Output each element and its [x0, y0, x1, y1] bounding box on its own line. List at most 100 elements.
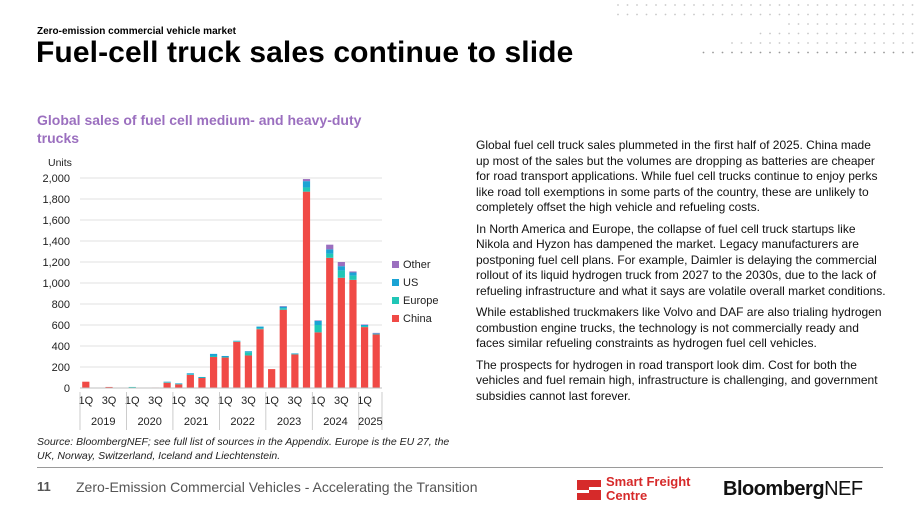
y-tick-label: 1,600	[42, 215, 70, 227]
smart-freight-centre-logo-icon	[577, 480, 601, 500]
bar-other	[326, 244, 334, 250]
brand-logo-bold: Bloomberg	[723, 478, 825, 500]
bar-us	[221, 355, 229, 358]
bar-china	[233, 341, 241, 388]
brand-logo-thin: NEF	[824, 478, 863, 500]
y-tick-label: 600	[52, 320, 70, 332]
y-tick-label: 200	[52, 362, 70, 374]
y-tick-label: 1,400	[42, 236, 70, 248]
bar-us	[349, 272, 357, 276]
bar-europe	[326, 253, 334, 258]
bar-europe	[209, 355, 218, 358]
legend-swatch-other	[392, 261, 399, 268]
chart-title: Global sales of fuel cell medium- and he…	[37, 112, 362, 146]
bar-europe	[337, 270, 345, 278]
year-label: 2024	[323, 416, 347, 428]
bar-china	[186, 374, 194, 388]
x-tick-label: 3Q	[334, 395, 349, 407]
bar-europe	[291, 353, 299, 355]
bar-europe	[244, 352, 253, 356]
bar-other	[372, 332, 380, 334]
x-tick-label: 3Q	[241, 395, 256, 407]
bar-europe	[175, 383, 183, 385]
bar-china	[279, 309, 287, 388]
body-paragraph: The prospects for hydrogen in road trans…	[476, 357, 878, 403]
legend-label-europe: Europe	[403, 295, 438, 307]
bar-europe	[163, 382, 171, 383]
bar-us	[314, 320, 322, 325]
legend-label-china: China	[403, 313, 433, 325]
bar-china	[221, 357, 229, 388]
bar-us	[256, 326, 264, 329]
y-tick-label: 1,000	[42, 278, 70, 290]
x-tick-label: 3Q	[148, 395, 163, 407]
bar-us	[209, 353, 218, 356]
bar-us	[372, 333, 380, 334]
bar-europe	[198, 377, 206, 379]
decorative-dot-grid	[617, 4, 914, 54]
bar-us	[279, 306, 287, 309]
bar-china	[82, 381, 90, 388]
bar-china	[372, 334, 380, 388]
year-label: 2021	[184, 416, 208, 428]
body-text: Global fuel cell truck sales plummeted i…	[476, 138, 886, 410]
bar-europe	[360, 326, 369, 328]
bar-china	[302, 191, 311, 388]
bar-europe	[256, 328, 264, 330]
x-tick-label: 1Q	[171, 395, 186, 407]
bar-us	[302, 181, 311, 188]
y-tick-label: 1,800	[42, 194, 70, 206]
bar-us	[233, 340, 241, 342]
page-number: 11	[37, 479, 51, 494]
y-axis-label: Units	[48, 157, 72, 169]
bar-other	[302, 179, 311, 182]
bar-china	[163, 382, 171, 388]
x-tick-label: 1Q	[311, 395, 326, 407]
year-label: 2023	[277, 416, 301, 428]
bar-china	[314, 332, 322, 388]
x-tick-label: 3Q	[195, 395, 210, 407]
legend-label-us: US	[403, 277, 418, 289]
bar-europe	[221, 357, 229, 358]
bar-other	[337, 262, 345, 267]
x-tick-label: 1Q	[264, 395, 279, 407]
source-note: Source: BloombergNEF; see full list of s…	[37, 436, 450, 462]
bar-us	[244, 351, 253, 353]
year-label: 2022	[230, 416, 254, 428]
bar-us	[337, 266, 345, 271]
smart-freight-centre-logo: Smart Freight Centre	[575, 474, 705, 506]
bar-us	[291, 353, 299, 354]
x-tick-label: 3Q	[288, 395, 303, 407]
bar-china	[256, 329, 264, 388]
body-paragraph: While established truckmakers like Volvo…	[476, 305, 882, 350]
y-tick-label: 2,000	[42, 173, 70, 185]
bar-other	[279, 306, 287, 307]
legend-swatch-europe	[392, 297, 399, 304]
legend-swatch-us	[392, 279, 399, 286]
year-label: 2020	[137, 416, 161, 428]
y-tick-label: 0	[64, 383, 70, 395]
y-tick-label: 800	[52, 299, 70, 311]
bar-china	[326, 257, 334, 388]
y-tick-label: 1,200	[42, 257, 70, 269]
bar-us	[163, 381, 171, 383]
year-label: 2025	[358, 416, 382, 428]
stacked-bar-chart: Units 0 200 400 600 800 1,000 1,200 1,400 1,600 1,…	[42, 157, 438, 430]
footer-divider	[37, 467, 883, 468]
bar-us	[175, 383, 183, 384]
bar-europe	[302, 187, 311, 192]
legend-label-other: Other	[403, 259, 431, 271]
bar-china	[349, 279, 357, 388]
bar-europe	[186, 374, 194, 375]
x-tick-label: 1Q	[218, 395, 233, 407]
page-title: Fuel-cell truck sales continue to slide	[36, 36, 574, 69]
body-paragraph: Global fuel cell truck sales plummeted i…	[476, 138, 878, 214]
section-kicker: Zero-emission commercial vehicle market	[37, 26, 236, 37]
bar-us	[360, 325, 369, 327]
legend-swatch-china	[392, 315, 399, 322]
x-tick-label: 3Q	[102, 395, 117, 407]
bar-us	[326, 249, 334, 254]
bar-other	[360, 324, 369, 325]
footer-title: Zero-Emission Commercial Vehicles - Acce…	[76, 479, 478, 495]
bar-europe	[279, 308, 287, 310]
